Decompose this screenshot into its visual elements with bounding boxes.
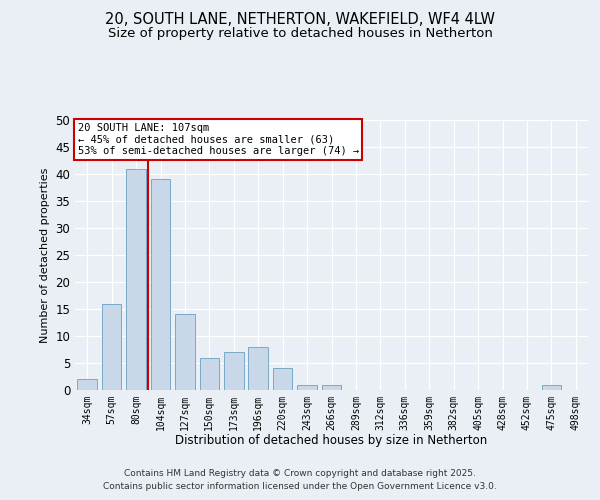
Bar [322, 384, 341, 390]
Bar [175, 314, 194, 390]
Bar [127, 168, 146, 390]
Text: Contains public sector information licensed under the Open Government Licence v3: Contains public sector information licen… [103, 482, 497, 491]
Bar [77, 379, 97, 390]
Bar [224, 352, 244, 390]
Text: 20 SOUTH LANE: 107sqm
← 45% of detached houses are smaller (63)
53% of semi-deta: 20 SOUTH LANE: 107sqm ← 45% of detached … [77, 122, 359, 156]
X-axis label: Distribution of detached houses by size in Netherton: Distribution of detached houses by size … [175, 434, 488, 448]
Text: 20, SOUTH LANE, NETHERTON, WAKEFIELD, WF4 4LW: 20, SOUTH LANE, NETHERTON, WAKEFIELD, WF… [105, 12, 495, 28]
Text: Size of property relative to detached houses in Netherton: Size of property relative to detached ho… [107, 28, 493, 40]
Bar [102, 304, 121, 390]
Bar [297, 384, 317, 390]
Bar [200, 358, 219, 390]
Bar [248, 347, 268, 390]
Text: Contains HM Land Registry data © Crown copyright and database right 2025.: Contains HM Land Registry data © Crown c… [124, 468, 476, 477]
Bar [273, 368, 292, 390]
Bar [151, 180, 170, 390]
Y-axis label: Number of detached properties: Number of detached properties [40, 168, 50, 342]
Bar [542, 384, 561, 390]
